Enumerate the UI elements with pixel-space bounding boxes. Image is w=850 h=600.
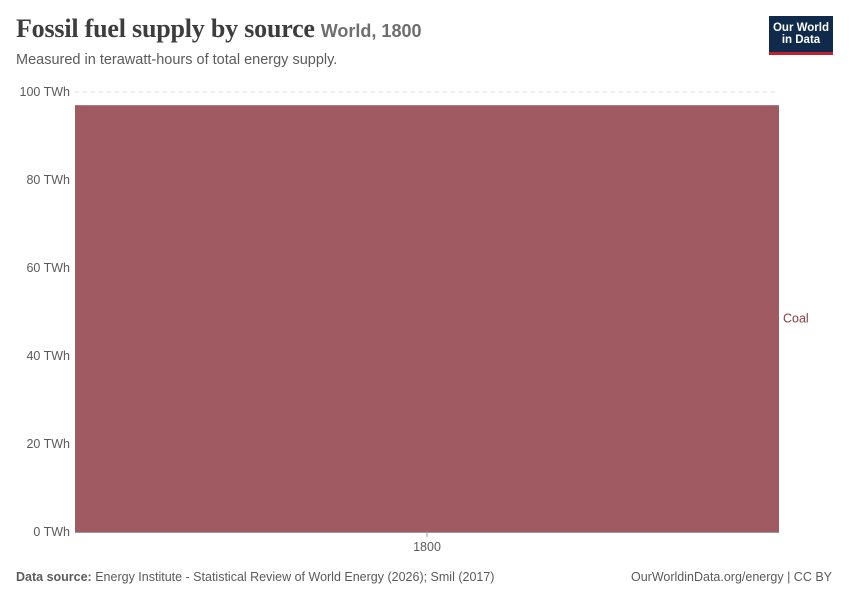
bar-coal: [75, 105, 779, 532]
series-label-coal: Coal: [783, 312, 809, 326]
x-tick-label: 1800: [413, 540, 441, 554]
data-source-label: Data source:: [16, 570, 92, 584]
logo-line-2: in Data: [781, 34, 821, 46]
y-tick-label: 20 TWh: [26, 437, 70, 451]
owid-logo[interactable]: Our World in Data: [769, 16, 833, 55]
chart-title: Fossil fuel supply by source: [16, 14, 315, 43]
entity-label: World, 1800: [320, 21, 422, 41]
chart-subtitle: Measured in terawatt-hours of total ener…: [16, 52, 338, 68]
data-source-text[interactable]: Energy Institute - Statistical Review of…: [95, 570, 495, 584]
footer-license[interactable]: OurWorldinData.org/energy | CC BY: [630, 570, 832, 584]
y-tick-label: 40 TWh: [26, 349, 70, 363]
logo-line-1: Our World: [772, 22, 829, 34]
y-tick-label: 0 TWh: [33, 525, 70, 539]
y-tick-label: 60 TWh: [26, 261, 70, 275]
data-source: Data source: Energy Institute - Statisti…: [16, 570, 494, 584]
y-tick-label: 100 TWh: [20, 85, 71, 99]
chart-header: Fossil fuel supply by source World, 1800…: [16, 14, 756, 68]
chart-footer: Data source: Energy Institute - Statisti…: [16, 570, 832, 584]
title-line: Fossil fuel supply by source World, 1800: [16, 14, 756, 44]
y-tick-label: 80 TWh: [26, 173, 70, 187]
